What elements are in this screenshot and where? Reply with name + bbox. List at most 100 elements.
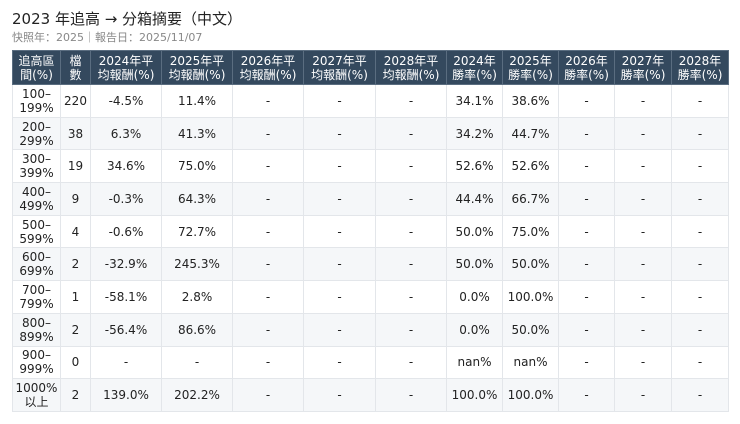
column-header-ret-2025: 2025年平 均報酬(%) xyxy=(161,50,233,85)
cell-win2027: - xyxy=(614,116,672,151)
cell-ret2024: 6.3% xyxy=(90,116,162,151)
column-header-win-2027: 2027年 勝率(%) xyxy=(614,50,672,85)
table-row: 200– 299% 38 6.3% 41.3% - - -34.2% 44.7% - - - xyxy=(12,116,729,151)
column-header-line2: 均報酬(%) xyxy=(382,67,440,82)
cell-ret2028: - xyxy=(375,214,447,249)
column-header-line2: 數 xyxy=(69,67,82,82)
cell-ret2026: - xyxy=(232,280,304,314)
cell-win2026: - xyxy=(558,84,615,118)
cell-ret2028: - xyxy=(375,149,447,184)
cell-win2026: - xyxy=(558,345,615,380)
column-header-line1: 2026年平 xyxy=(240,53,296,68)
cell-ret2025: - xyxy=(161,345,233,380)
table-body: 100– 199% 220 -4.5% 11.4% - - -34.1% 38.6% - - -200… xyxy=(12,84,729,412)
column-header-line1: 2024年 xyxy=(453,53,496,68)
cell-win2028: - xyxy=(671,214,729,249)
column-header-win-2025: 2025年 勝率(%) xyxy=(502,50,559,85)
cell-win2027: - xyxy=(614,149,672,184)
range-line2: 899% xyxy=(19,329,54,344)
cell-ret2025: 245.3% xyxy=(161,247,233,282)
cell-ret2025: 202.2% xyxy=(161,378,233,412)
table-row: 500– 599% 4 -0.6% 72.7% - - -50.0% 75.0% - - - xyxy=(12,214,729,249)
column-header-line1: 2024年平 xyxy=(98,53,154,68)
cell-ret2025: 75.0% xyxy=(161,149,233,184)
cell-count: 4 xyxy=(60,214,91,249)
cell-ret2026: - xyxy=(232,182,304,216)
cell-win2026: - xyxy=(558,247,615,282)
range-line2: 299% xyxy=(19,133,54,148)
cell-win2025: 52.6% xyxy=(502,149,559,184)
cell-count: 2 xyxy=(60,312,91,347)
cell-ret2024: -56.4% xyxy=(90,312,162,347)
cell-ret2026: - xyxy=(232,84,304,118)
cell-win2027: - xyxy=(614,312,672,347)
range-line1: 800– xyxy=(22,315,51,330)
cell-win2028: - xyxy=(671,280,729,314)
cell-count: 2 xyxy=(60,378,91,412)
column-header-line2: 勝率(%) xyxy=(677,67,723,82)
cell-win2026: - xyxy=(558,280,615,314)
range-line2: 499% xyxy=(19,198,54,213)
cell-win2025: 75.0% xyxy=(502,214,559,249)
cell-count: 9 xyxy=(60,182,91,216)
cell-range: 400– 499% xyxy=(12,182,61,216)
cell-win2026: - xyxy=(558,182,615,216)
column-header-line1: 追高區 xyxy=(18,53,55,68)
cell-range: 600– 699% xyxy=(12,247,61,282)
cell-win2024: 0.0% xyxy=(446,312,503,347)
column-header-ret-2026: 2026年平 均報酬(%) xyxy=(232,50,304,85)
column-header-line2: 均報酬(%) xyxy=(311,67,368,82)
cell-win2025: 100.0% xyxy=(502,280,559,314)
column-header-ret-2027: 2027年平 均報酬(%) xyxy=(303,50,376,85)
cell-ret2027: - xyxy=(303,280,376,314)
cell-ret2026: - xyxy=(232,149,304,184)
cell-ret2027: - xyxy=(303,182,376,216)
cell-ret2024: 34.6% xyxy=(90,149,162,184)
range-line1: 1000% xyxy=(15,381,58,396)
column-header-line1: 2026年 xyxy=(565,53,608,68)
cell-ret2028: - xyxy=(375,378,447,412)
cell-range: 700– 799% xyxy=(12,280,61,314)
range-line2: 599% xyxy=(19,231,54,246)
cell-ret2026: - xyxy=(232,378,304,412)
cell-ret2028: - xyxy=(375,84,447,118)
column-header-line1: 2028年 xyxy=(678,53,722,68)
table-row: 1000% 以上 2 139.0% 202.2% - - -100.0% 100.0% - - - xyxy=(12,378,729,412)
range-line1: 300– xyxy=(22,152,51,167)
page-title: 2023 年追高 → 分箱摘要（中文） xyxy=(12,10,243,28)
range-line2: 999% xyxy=(19,362,54,377)
cell-win2024: 34.2% xyxy=(446,116,503,151)
cell-ret2027: - xyxy=(303,149,376,184)
cell-count: 38 xyxy=(60,116,91,151)
cell-win2026: - xyxy=(558,116,615,151)
cell-ret2024: -0.3% xyxy=(90,182,162,216)
cell-win2027: - xyxy=(614,280,672,314)
table-row: 400– 499% 9 -0.3% 64.3% - - -44.4% 66.7% - - - xyxy=(12,182,729,216)
range-line1: 500– xyxy=(22,217,51,232)
cell-ret2025: 41.3% xyxy=(161,116,233,151)
cell-ret2027: - xyxy=(303,345,376,380)
cell-win2027: - xyxy=(614,247,672,282)
cell-ret2026: - xyxy=(232,312,304,347)
cell-ret2026: - xyxy=(232,247,304,282)
range-line1: 100– xyxy=(22,86,51,101)
column-header-ret-2024: 2024年平 均報酬(%) xyxy=(90,50,162,85)
cell-win2028: - xyxy=(671,84,729,118)
table-row: 700– 799% 1 -58.1% 2.8% - - -0.0% 100.0% - - - xyxy=(12,280,729,314)
range-line1: 700– xyxy=(22,282,51,297)
cell-win2024: 44.4% xyxy=(446,182,503,216)
cell-win2026: - xyxy=(558,312,615,347)
cell-win2028: - xyxy=(671,182,729,216)
cell-win2028: - xyxy=(671,116,729,151)
cell-range: 900– 999% xyxy=(12,345,61,380)
cell-win2025: 38.6% xyxy=(502,84,559,118)
cell-win2024: 34.1% xyxy=(446,84,503,118)
cell-win2025: 66.7% xyxy=(502,182,559,216)
cell-win2028: - xyxy=(671,149,729,184)
table-row: 900– 999% 0- - - - - nan% nan% - - - xyxy=(12,345,729,380)
cell-win2025: nan% xyxy=(502,345,559,380)
cell-win2024: 100.0% xyxy=(446,378,503,412)
cell-count: 220 xyxy=(60,84,91,118)
table-header: 追高區 間(%) 檔數 2024年平 均報酬(%) 2025年平 均報酬(%) 2026年平均… xyxy=(12,50,729,85)
